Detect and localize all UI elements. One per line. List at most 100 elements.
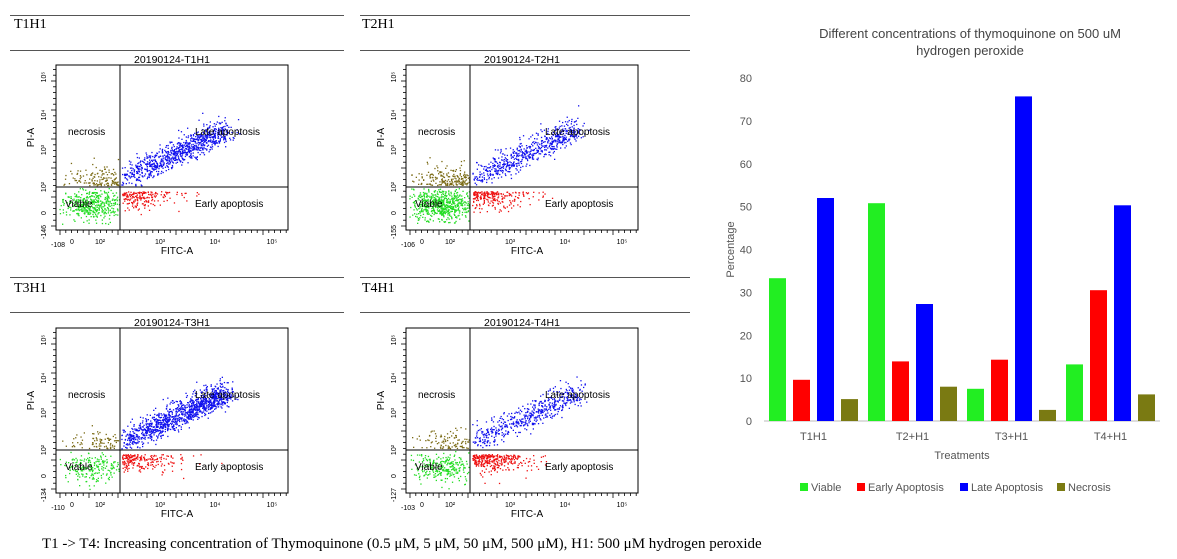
x-axis-ticks (409, 230, 637, 235)
x-tick-label: 0 (70, 239, 74, 246)
scatter-dot (69, 472, 71, 475)
scatter-dot (212, 133, 214, 135)
scatter-dot (442, 212, 444, 214)
scatter-dot (212, 138, 215, 141)
scatter-dot (101, 219, 103, 221)
scatter-dot (176, 146, 178, 148)
scatter-dot (433, 199, 435, 201)
scatter-dot (166, 406, 168, 408)
scatter-dot (486, 211, 488, 213)
scatter-dot (425, 205, 428, 207)
scatter-dot (161, 165, 164, 167)
scatter-dot (214, 404, 216, 406)
scatter-dot (468, 181, 470, 183)
scatter-dot (209, 125, 211, 127)
scatter-dot (183, 144, 185, 146)
scatter-dot (444, 211, 446, 213)
scatter-dot (225, 397, 227, 399)
scatter-dot (144, 205, 146, 207)
scatter-dot (511, 165, 513, 167)
scatter-dot (110, 177, 112, 179)
scatter-dot (432, 207, 434, 209)
scatter-dot (185, 192, 187, 194)
scatter-dot (202, 131, 204, 134)
scatter-dot (195, 158, 197, 160)
scatter-dot (494, 165, 496, 167)
scatter-dot (191, 140, 193, 142)
scatter-dot (112, 168, 115, 171)
scatter-dot (456, 217, 458, 219)
scatter-dot (146, 154, 148, 156)
scatter-dot (97, 433, 100, 435)
scatter-dot (210, 385, 212, 387)
scatter-dot (135, 206, 137, 209)
y-tick-label: 10² (41, 181, 48, 192)
scatter-dot (455, 195, 457, 197)
scatter-dot (91, 199, 93, 201)
scatter-dot (129, 441, 131, 443)
scatter-dot (158, 434, 160, 436)
scatter-dot (137, 446, 139, 448)
scatter-dot (229, 139, 232, 141)
scatter-dot (224, 125, 226, 128)
scatter-dot (140, 163, 142, 166)
scatter-dot (496, 194, 498, 196)
scatter-dot (128, 209, 130, 211)
scatter-dot (499, 170, 501, 172)
scatter-dot (437, 207, 439, 209)
scatter-dot (224, 391, 227, 393)
scatter-dot (180, 402, 182, 404)
scatter-dot (173, 401, 175, 404)
scatter-dot (230, 397, 232, 399)
scatter-dot (409, 198, 411, 200)
scatter-dot (442, 193, 445, 195)
scatter-dot (91, 468, 93, 470)
scatter-dot (150, 193, 152, 195)
scatter-dot (133, 425, 135, 427)
scatter-dot (543, 154, 546, 156)
scatter-dot (217, 136, 219, 138)
scatter-dot (509, 164, 511, 166)
scatter-dot (134, 428, 136, 430)
scatter-dot (201, 396, 203, 399)
scatter-dot (82, 188, 84, 190)
scatter-dot (483, 166, 485, 168)
scatter-dot (538, 192, 540, 194)
scatter-dot (163, 422, 166, 424)
scatter-dot (180, 411, 183, 413)
scatter-dot (450, 215, 452, 217)
scatter-dot (128, 443, 130, 445)
scatter-dot (531, 134, 534, 136)
scatter-dot (201, 401, 203, 403)
scatter-dot (517, 159, 520, 161)
scatter-dot (107, 447, 109, 450)
scatter-dot (86, 211, 88, 213)
scatter-dot (209, 149, 211, 151)
scatter-dot (59, 213, 62, 215)
scatter-dot (178, 210, 180, 213)
scatter-dot (146, 164, 148, 166)
scatter-dot (115, 437, 117, 439)
scatter-dot (420, 194, 422, 196)
scatter-dot (135, 183, 137, 186)
scatter-dot (434, 190, 437, 192)
scatter-dot (114, 203, 116, 205)
scatter-dot (113, 183, 116, 185)
scatter-dot (439, 188, 442, 190)
scatter-dot (414, 204, 416, 206)
scatter-dot (128, 191, 130, 193)
scatter-dot (221, 121, 223, 123)
scatter-dot (174, 157, 176, 160)
scatter-dot (147, 464, 150, 467)
scatter-dot (501, 166, 503, 169)
scatter-dot (488, 204, 490, 207)
scatter-dot (147, 423, 149, 425)
scatter-dot (132, 193, 134, 196)
scatter-dot (506, 159, 509, 161)
scatter-dot (481, 181, 483, 183)
scatter-dot (194, 404, 196, 406)
scatter-dot (185, 392, 187, 394)
scatter-dot (559, 132, 562, 135)
scatter-dot (150, 163, 152, 166)
scatter-dot (456, 198, 458, 200)
